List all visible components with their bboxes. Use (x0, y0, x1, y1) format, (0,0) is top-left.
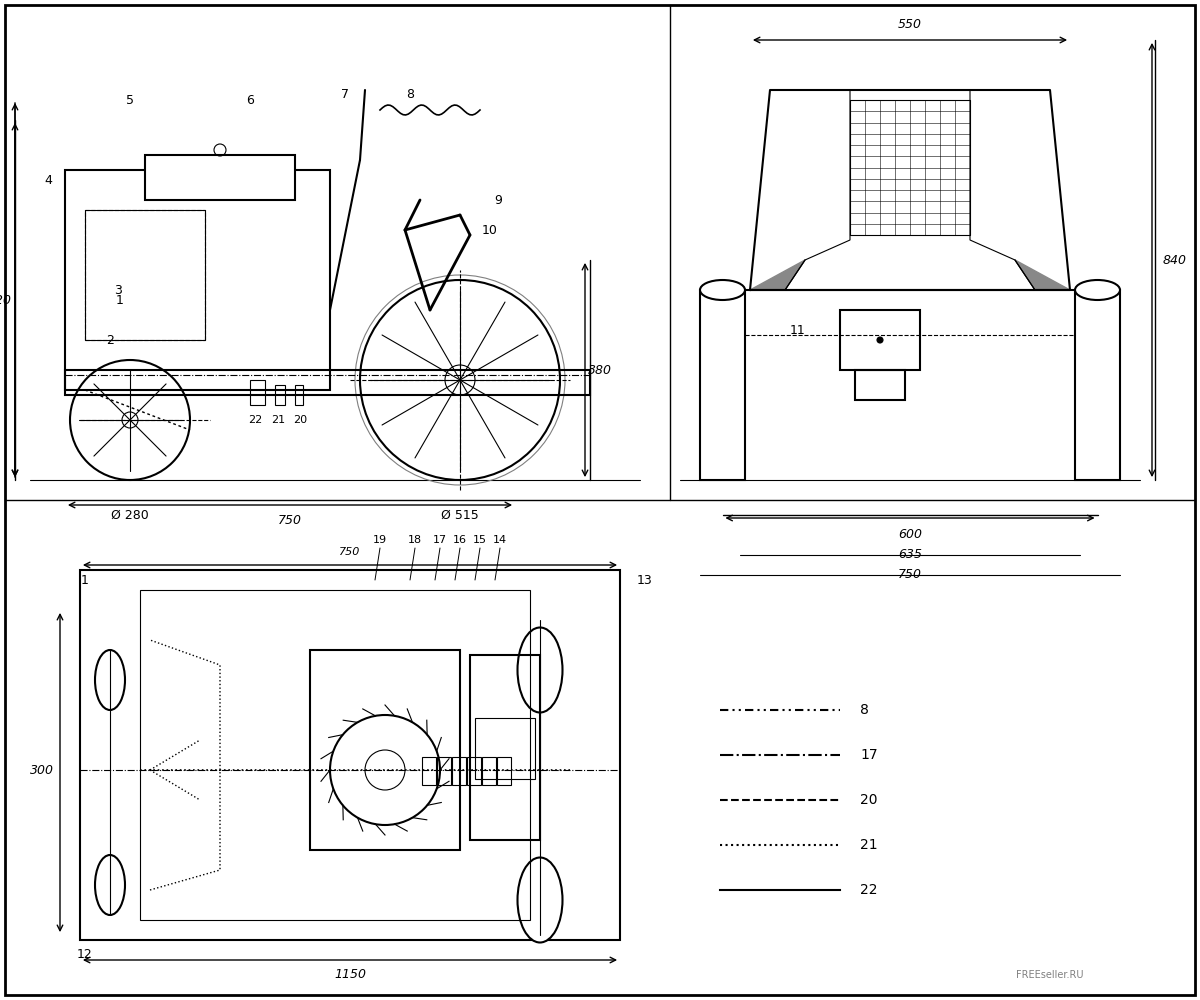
Ellipse shape (517, 628, 563, 712)
Bar (1075, 290, 1120, 480)
Text: 11: 11 (790, 324, 806, 336)
Bar (475, 718, 535, 779)
Text: 6: 6 (246, 94, 254, 106)
Text: 13: 13 (637, 574, 653, 586)
Bar (467, 757, 481, 785)
Ellipse shape (95, 855, 125, 915)
Text: 18: 18 (408, 535, 422, 545)
Bar (850, 100, 970, 235)
Text: Ø 280: Ø 280 (112, 508, 149, 522)
Text: 3: 3 (114, 284, 122, 296)
Text: 8: 8 (406, 89, 414, 102)
Text: 10: 10 (482, 224, 498, 236)
Bar (470, 655, 540, 840)
Bar (482, 757, 496, 785)
Text: 750: 750 (278, 514, 302, 526)
Circle shape (877, 337, 883, 343)
Bar (452, 757, 466, 785)
Text: 1150: 1150 (334, 968, 366, 982)
Text: 820: 820 (0, 294, 12, 306)
Text: 7: 7 (341, 89, 349, 102)
Bar (437, 757, 451, 785)
Text: 17: 17 (433, 535, 448, 545)
Bar (700, 290, 745, 480)
Bar (275, 385, 286, 405)
Text: 15: 15 (473, 535, 487, 545)
Bar (80, 570, 620, 940)
Text: Ø 515: Ø 515 (442, 508, 479, 522)
Text: FREEseller.RU: FREEseller.RU (1016, 970, 1084, 980)
Bar (85, 210, 205, 340)
Text: 750: 750 (340, 547, 361, 557)
Text: 17: 17 (860, 748, 877, 762)
Polygon shape (1015, 260, 1070, 290)
Text: 5: 5 (126, 94, 134, 106)
Bar (250, 380, 265, 405)
Bar (422, 757, 436, 785)
Text: 4: 4 (44, 174, 52, 186)
Text: 8: 8 (860, 703, 869, 717)
Bar (840, 310, 920, 370)
Text: 300: 300 (30, 764, 54, 776)
Ellipse shape (517, 857, 563, 942)
Ellipse shape (95, 650, 125, 710)
Text: 1: 1 (116, 294, 124, 306)
Text: 12: 12 (77, 948, 92, 962)
Text: 2: 2 (106, 334, 114, 347)
Bar (497, 757, 511, 785)
Text: 380: 380 (588, 363, 612, 376)
Text: 22: 22 (248, 415, 262, 425)
Text: 16: 16 (454, 535, 467, 545)
Text: 21: 21 (860, 838, 877, 852)
Bar (310, 650, 460, 850)
Text: 21: 21 (271, 415, 286, 425)
Text: 750: 750 (898, 568, 922, 582)
Text: 20: 20 (293, 415, 307, 425)
Text: 600: 600 (898, 528, 922, 542)
Ellipse shape (700, 280, 745, 300)
Bar (140, 590, 530, 920)
Text: 1: 1 (82, 574, 89, 586)
Bar (65, 370, 590, 395)
Bar (295, 385, 302, 405)
Ellipse shape (1075, 280, 1120, 300)
Text: 840: 840 (1163, 253, 1187, 266)
Text: 635: 635 (898, 548, 922, 562)
Bar (854, 370, 905, 400)
Text: 9: 9 (494, 194, 502, 207)
Bar (145, 155, 295, 200)
Text: 14: 14 (493, 535, 508, 545)
Text: 550: 550 (898, 18, 922, 31)
Polygon shape (750, 260, 805, 290)
Text: 20: 20 (860, 793, 877, 807)
Text: 19: 19 (373, 535, 388, 545)
Bar (65, 170, 330, 390)
Text: 22: 22 (860, 883, 877, 897)
